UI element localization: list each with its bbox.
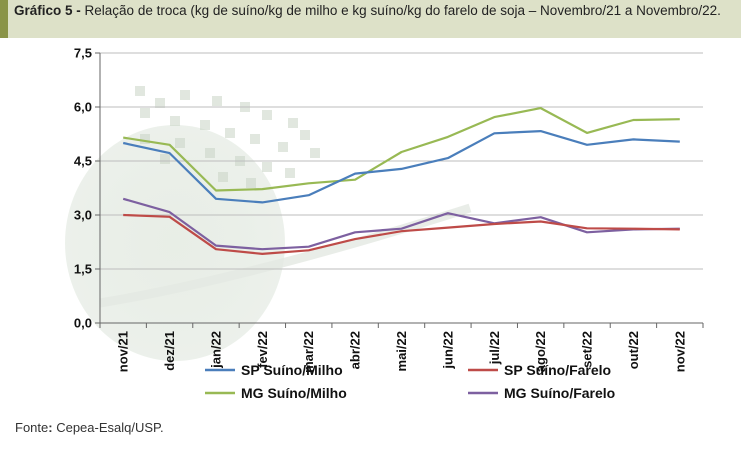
watermark-square xyxy=(225,128,235,138)
y-tick-label: 1,5 xyxy=(74,262,92,277)
source-label: Fonte xyxy=(15,420,49,435)
y-tick-label: 3,0 xyxy=(74,208,92,223)
watermark-square xyxy=(246,178,256,188)
legend-label: SP Suíno/Milho xyxy=(241,362,343,378)
watermark-square xyxy=(262,162,272,172)
x-tick-label: fev/22 xyxy=(255,331,270,368)
caption-label: Gráfico 5 - xyxy=(14,3,81,18)
watermark-square xyxy=(218,172,228,182)
caption-text: Relação de troca (kg de suíno/kg de milh… xyxy=(80,3,721,18)
watermark-square xyxy=(140,108,150,118)
watermark-square xyxy=(135,86,145,96)
x-tick-label: ago/22 xyxy=(533,331,548,372)
y-tick-label: 7,5 xyxy=(74,46,92,61)
x-tick-label: jun/22 xyxy=(440,331,455,370)
watermark-square xyxy=(278,142,288,152)
watermark-graphic xyxy=(65,86,472,361)
watermark-square xyxy=(175,138,185,148)
watermark-square xyxy=(180,90,190,100)
chart-axes: 0,0 1,5 3,0 4,5 6,0 7,5 nov/21 dez/21 jan/22 fev/… xyxy=(74,46,704,373)
chart-legend: SP Suíno/Milho SP Suíno/Farelo MG Suíno/Mi… xyxy=(205,362,615,401)
x-tick-label: jul/22 xyxy=(487,331,502,365)
chart-series xyxy=(122,106,680,255)
x-tick-label: mai/22 xyxy=(394,331,409,371)
watermark-square xyxy=(140,134,150,144)
watermark-square xyxy=(285,168,295,178)
watermark-square xyxy=(155,98,165,108)
watermark-square xyxy=(160,154,170,164)
x-tick-label: abr/22 xyxy=(348,331,363,369)
x-tick-label: mar/22 xyxy=(301,331,316,373)
legend-label: MG Suíno/Milho xyxy=(241,385,347,401)
figure-caption: Gráfico 5 - Relação de troca (kg de suín… xyxy=(0,0,741,38)
watermark-square xyxy=(212,96,222,106)
source-colon: : xyxy=(48,420,53,435)
source-note: Fonte: Cepea-Esalq/USP. xyxy=(15,420,164,435)
watermark-square xyxy=(310,148,320,158)
x-tick-label: set/22 xyxy=(580,331,595,368)
y-tick-label: 0,0 xyxy=(74,316,92,331)
watermark-square xyxy=(200,120,210,130)
source-text: Cepea-Esalq/USP. xyxy=(52,420,164,435)
line-chart: 0,0 1,5 3,0 4,5 6,0 7,5 nov/21 dez/21 jan/22 fev/… xyxy=(65,46,704,401)
watermark-square xyxy=(205,148,215,158)
y-tick-label: 6,0 xyxy=(74,100,92,115)
x-tick-label: jan/22 xyxy=(208,331,223,369)
series-line xyxy=(122,129,680,204)
legend-label: SP Suíno/Farelo xyxy=(504,362,611,378)
watermark-globe xyxy=(65,125,285,361)
y-tick-label: 4,5 xyxy=(74,154,92,169)
x-tick-label: out/22 xyxy=(626,331,641,369)
x-tick-label: nov/21 xyxy=(116,331,131,372)
series-line xyxy=(122,197,680,251)
watermark-square xyxy=(262,110,272,120)
watermark-square xyxy=(300,130,310,140)
watermark-square xyxy=(170,116,180,126)
x-tick-label: dez/21 xyxy=(162,331,177,371)
watermark-square xyxy=(250,134,260,144)
watermark-square xyxy=(288,118,298,128)
x-tick-label: nov/22 xyxy=(672,331,687,372)
legend-label: MG Suíno/Farelo xyxy=(504,385,615,401)
